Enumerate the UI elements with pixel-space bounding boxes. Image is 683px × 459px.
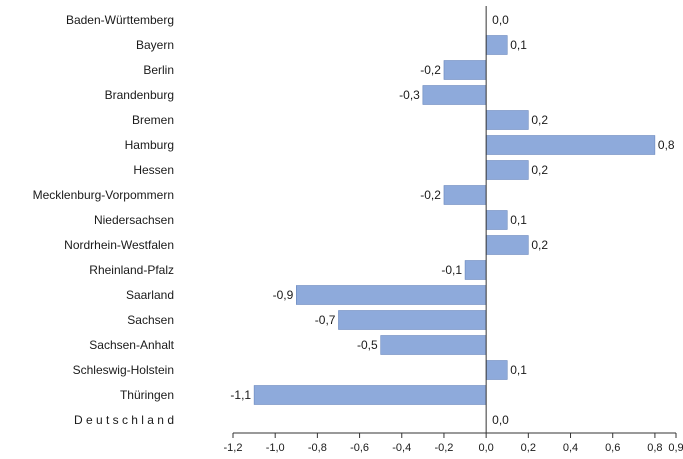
category-label: Rheinland-Pfalz <box>89 263 174 277</box>
value-label: 0,0 <box>492 13 509 27</box>
x-tick-label: 0,6 <box>605 442 620 454</box>
category-label: Berlin <box>143 63 174 77</box>
bar <box>443 185 487 205</box>
bar <box>485 210 508 230</box>
value-label: -0,1 <box>441 263 462 277</box>
bars <box>253 35 656 405</box>
value-label: -0,7 <box>315 313 336 327</box>
value-label: 0,8 <box>658 138 675 152</box>
x-tick-label: 0,8 <box>647 442 662 454</box>
x-tick-label: 0,0 <box>478 442 493 454</box>
category-label: Brandenburg <box>105 88 174 102</box>
bar <box>485 160 529 180</box>
category-label: Bayern <box>136 38 174 52</box>
value-label: -0,2 <box>420 63 441 77</box>
category-label: Hamburg <box>125 138 174 152</box>
category-label: Bremen <box>132 113 174 127</box>
bar <box>443 60 487 80</box>
value-label: -0,3 <box>399 88 420 102</box>
x-tick-label: -0,6 <box>350 442 369 454</box>
bar <box>464 260 487 280</box>
bar <box>338 310 487 330</box>
x-tick-label: -1,2 <box>224 442 243 454</box>
x-axis-ticks: -1,2 -1,0 -0,8 -0,6 -0,4 -0,2 0,0 0,2 0,4 0,6 0,8 0… <box>224 433 683 454</box>
category-label: Baden-Württemberg <box>66 13 174 27</box>
value-label: 0,0 <box>492 413 509 427</box>
bar <box>485 235 529 255</box>
value-labels: 0,00,1-0,2-0,30,20,80,2-0,20,10,2-0,1-0,… <box>230 13 675 427</box>
value-label: 0,2 <box>531 113 548 127</box>
x-tick-label: -0,2 <box>434 442 453 454</box>
value-label: -0,9 <box>273 288 294 302</box>
value-label: 0,2 <box>531 238 548 252</box>
category-label: Mecklenburg-Vorpommern <box>33 188 174 202</box>
x-tick-label: 0,9 <box>668 442 683 454</box>
category-label: Niedersachsen <box>94 213 174 227</box>
category-labels: Baden-Württemberg Bayern Berlin Brandenburg… <box>33 13 175 427</box>
bar <box>485 360 508 380</box>
x-tick-label: -0,4 <box>392 442 411 454</box>
x-tick-label: -0,8 <box>308 442 327 454</box>
x-tick-label: 0,2 <box>521 442 536 454</box>
category-label: Saarland <box>126 288 174 302</box>
x-tick-label: -1,0 <box>266 442 285 454</box>
bar <box>422 85 487 105</box>
category-label: D e u t s c h l a n d <box>74 413 174 427</box>
bar <box>296 285 487 305</box>
bar <box>485 35 508 55</box>
value-label: -1,1 <box>230 388 251 402</box>
value-label: -0,5 <box>357 338 378 352</box>
category-label: Thüringen <box>120 388 174 402</box>
bar <box>485 135 656 155</box>
category-label: Sachsen <box>127 313 174 327</box>
category-label: Hessen <box>133 163 174 177</box>
value-label: -0,2 <box>420 188 441 202</box>
bar <box>485 110 529 130</box>
category-label: Nordrhein-Westfalen <box>64 238 174 252</box>
category-label: Sachsen-Anhalt <box>89 338 174 352</box>
value-label: 0,1 <box>510 38 527 52</box>
category-label: Schleswig-Holstein <box>73 363 174 377</box>
value-label: 0,1 <box>510 213 527 227</box>
value-label: 0,2 <box>531 163 548 177</box>
value-label: 0,1 <box>510 363 527 377</box>
x-tick-label: 0,4 <box>563 442 578 454</box>
bar <box>253 385 487 405</box>
bar <box>380 335 487 355</box>
